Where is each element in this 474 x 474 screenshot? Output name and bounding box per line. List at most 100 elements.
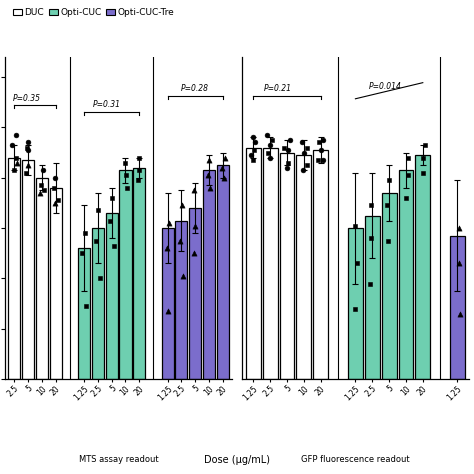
Point [220,174,228,182]
Point [404,172,411,179]
Point [266,141,273,149]
Point [249,134,256,141]
Point [13,159,21,166]
Point [319,156,327,164]
Legend: DUC, Opti-CUC, Opti-CUC-Tre: DUC, Opti-CUC, Opti-CUC-Tre [9,5,178,21]
Point [24,139,32,146]
Point [286,136,294,144]
Point [78,249,85,257]
Point [191,187,198,194]
Point [456,224,463,232]
Point [204,172,212,179]
Point [206,184,214,191]
Point [384,237,392,245]
Bar [296,155,311,379]
Bar [348,228,363,379]
Point [352,222,359,229]
Point [315,156,322,164]
Point [251,139,259,146]
Bar [36,178,48,379]
Bar [415,155,430,379]
Point [266,154,274,161]
Point [367,234,375,242]
Point [280,144,288,151]
Point [179,272,187,280]
Text: P=0.35: P=0.35 [13,94,41,103]
Bar [175,220,188,379]
Point [221,154,229,161]
Bar [450,236,465,379]
Point [39,166,47,174]
Bar [203,170,215,379]
Bar [263,147,278,379]
Point [317,146,324,154]
Point [250,146,258,154]
Point [268,136,275,144]
Bar [313,150,328,379]
Point [284,146,292,154]
Point [249,156,256,164]
Point [367,201,375,209]
Point [81,229,89,237]
Point [298,139,306,146]
Point [136,166,143,174]
Point [40,187,47,194]
Text: GFP fluorescence readout: GFP fluorescence readout [301,455,410,464]
Bar [119,170,132,379]
Bar [133,168,146,379]
Point [191,222,199,229]
Point [456,310,464,318]
Point [205,156,212,164]
Point [247,151,255,159]
Text: P=0.28: P=0.28 [181,84,209,93]
Point [23,144,31,151]
Point [219,164,226,172]
Point [110,242,118,249]
Point [93,237,100,245]
Point [353,260,361,267]
Point [351,305,359,312]
Bar [162,228,173,379]
Bar [382,193,397,379]
Bar [399,170,413,379]
Point [9,141,16,149]
Bar [217,165,229,379]
Point [178,201,186,209]
Bar [106,213,118,379]
Point [404,154,411,161]
Point [12,131,19,139]
Point [36,189,44,197]
Point [284,159,292,166]
Point [263,131,271,139]
Point [108,194,116,202]
Point [316,139,323,146]
Bar [50,188,62,379]
Point [52,199,59,207]
Point [135,154,142,161]
Point [123,184,131,191]
Point [303,144,310,151]
Point [106,217,114,224]
Point [51,174,58,182]
Text: P=0.21: P=0.21 [264,84,292,93]
Point [366,280,374,287]
Point [121,159,129,166]
Text: Dose (μg/mL): Dose (μg/mL) [204,455,270,465]
Point [37,182,45,189]
Point [25,146,32,154]
Point [164,308,171,315]
Point [303,161,310,169]
Point [421,141,428,149]
Point [419,154,426,161]
Text: P=0.31: P=0.31 [92,100,120,109]
Text: P=0.014: P=0.014 [369,82,402,91]
Bar [92,228,104,379]
Point [12,154,19,161]
Point [54,197,62,204]
Point [177,237,184,245]
Bar [22,160,34,379]
Point [82,302,90,310]
Point [301,149,308,156]
Point [319,136,327,144]
Point [50,184,58,191]
